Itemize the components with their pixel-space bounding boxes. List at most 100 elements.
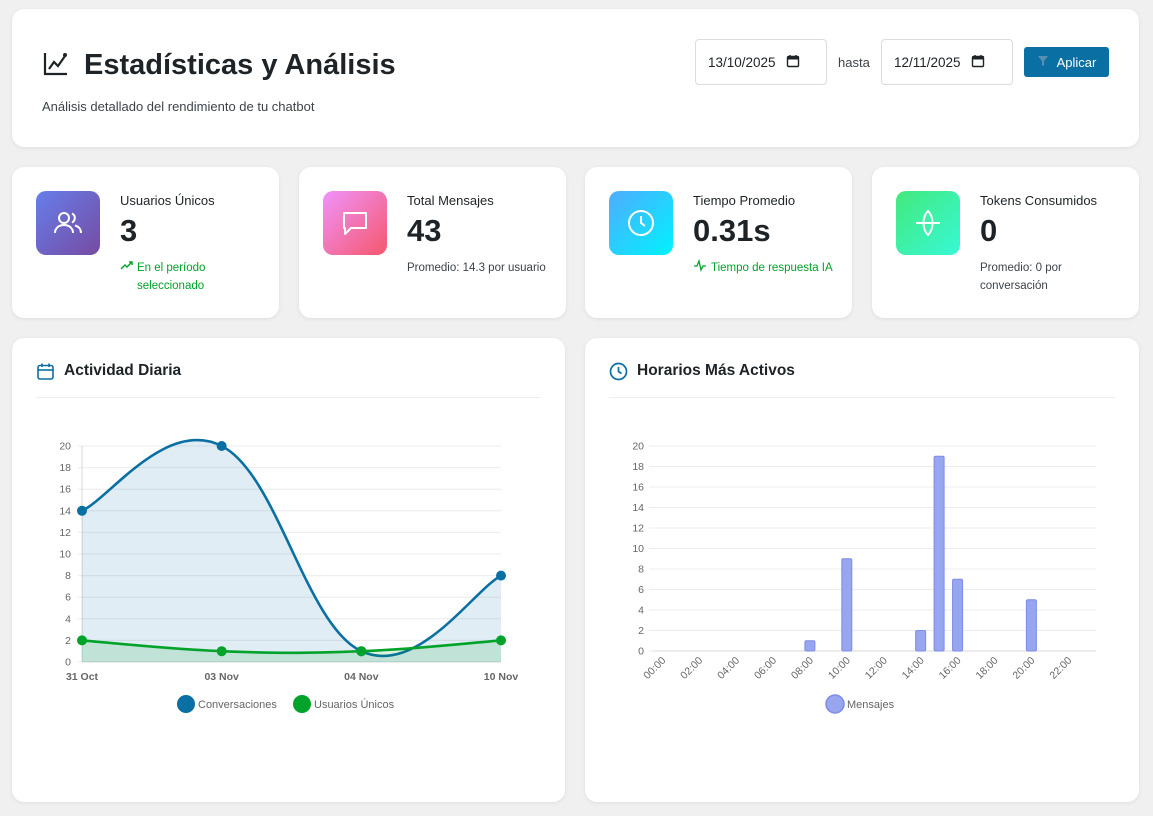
y-tick-label: 12 [59, 527, 71, 539]
y-tick-label: 4 [638, 605, 644, 617]
calendar-icon[interactable] [786, 54, 800, 71]
x-tick-label: 16:00 [937, 655, 964, 682]
page-subtitle: Análisis detallado del rendimiento de tu… [42, 99, 315, 114]
x-tick-label: 22:00 [1047, 655, 1074, 682]
x-tick-label: 03 Nov [204, 671, 239, 683]
y-tick-label: 4 [65, 613, 71, 625]
stat-label: Tiempo Promedio [693, 193, 796, 208]
x-tick-label: 10:00 [826, 655, 853, 682]
y-tick-label: 6 [65, 592, 71, 604]
x-tick-label: 10 Nov [484, 671, 519, 683]
stat-value: 43 [407, 213, 442, 248]
globe-icon [896, 191, 960, 255]
x-tick-label: 31 Oct [66, 671, 99, 683]
trend-up-icon [120, 259, 133, 295]
stat-note: Tiempo de respuesta IA [693, 258, 833, 278]
series-line [81, 639, 502, 655]
y-tick-label: 10 [59, 549, 71, 561]
data-point [216, 441, 227, 451]
apply-button[interactable]: Aplicar [1024, 47, 1109, 77]
stat-card-tokens: Tokens Consumidos 0 Promedio: 0 por conv… [872, 167, 1139, 318]
legend-label: Conversaciones [198, 699, 277, 711]
y-tick-label: 14 [59, 505, 71, 517]
bar [841, 558, 853, 652]
y-tick-label: 0 [65, 657, 71, 669]
calendar-icon[interactable] [971, 54, 985, 71]
y-tick-label: 10 [632, 543, 644, 555]
chart-line-icon [42, 49, 70, 82]
clock-icon [609, 362, 628, 386]
y-tick-label: 16 [59, 484, 71, 496]
bar [933, 455, 945, 652]
y-tick-label: 8 [638, 564, 644, 576]
filter-icon [1037, 55, 1049, 70]
y-tick-label: 20 [59, 441, 71, 453]
bar [915, 630, 927, 652]
y-tick-label: 0 [638, 646, 644, 658]
y-tick-label: 8 [65, 570, 71, 582]
date-to-value: 12/11/2025 [894, 54, 961, 70]
hours-bar-chart: 0 2 4 6 8 10 12 14 16 18 20 00:00 02:00 04:00 06:00 08:… [632, 441, 1096, 714]
activity-chart-title: Actividad Diaria [64, 362, 182, 379]
series-line [81, 438, 502, 658]
date-from-value: 13/10/2025 [708, 54, 776, 70]
x-tick-label: 04:00 [715, 655, 742, 682]
apply-button-label: Aplicar [1056, 54, 1097, 70]
data-point [77, 635, 87, 646]
activity-chart-card: Actividad Diaria 0 2 4 6 8 10 12 14 16 18 20 31 Oct… [12, 338, 565, 802]
users-icon [36, 191, 100, 255]
y-tick-label: 2 [65, 635, 71, 647]
x-tick-label: 02:00 [678, 655, 705, 682]
bar [952, 578, 964, 652]
hours-chart-title: Horarios Más Activos [637, 362, 795, 379]
calendar-icon [36, 362, 55, 386]
y-tick-label: 16 [632, 482, 644, 494]
x-tick-label: 08:00 [789, 655, 816, 682]
legend-marker [293, 695, 311, 713]
x-tick-label: 04 Nov [344, 671, 379, 683]
x-tick-label: 20:00 [1010, 655, 1037, 682]
legend-label: Mensajes [847, 699, 895, 711]
x-tick-label: 12:00 [863, 655, 890, 682]
bar [804, 640, 816, 652]
date-to-input[interactable]: 12/11/2025 [881, 39, 1013, 85]
stat-value: 3 [120, 213, 138, 248]
stat-note-text: Tiempo de respuesta IA [711, 262, 833, 274]
series-area [82, 640, 501, 662]
data-point [356, 646, 367, 657]
stat-card-time: Tiempo Promedio 0.31s Tiempo de respuest… [585, 167, 852, 318]
stat-label: Usuarios Únicos [120, 193, 215, 208]
page-header: Estadísticas y Análisis Análisis detalla… [12, 9, 1139, 147]
stat-label: Total Mensajes [407, 193, 494, 208]
x-tick-label: 00:00 [641, 655, 668, 682]
y-tick-label: 2 [638, 625, 644, 637]
legend-label: Usuarios Únicos [314, 698, 395, 711]
bar [1025, 599, 1037, 652]
clock-icon [609, 191, 673, 255]
x-tick-label: 18:00 [974, 655, 1001, 682]
y-tick-label: 12 [632, 523, 644, 535]
stat-label: Tokens Consumidos [980, 193, 1098, 208]
page-title: Estadísticas y Análisis [84, 49, 396, 81]
date-from-input[interactable]: 13/10/2025 [695, 39, 827, 85]
stat-value: 0.31s [693, 213, 771, 248]
stat-note: En el período seleccionado [120, 259, 260, 295]
y-tick-label: 18 [59, 462, 71, 474]
stat-note: Promedio: 0 por conversación [980, 262, 1062, 292]
activity-line-chart: 0 2 4 6 8 10 12 14 16 18 20 31 Oct 03 Nov 04 Nov 10 No… [59, 438, 519, 713]
stat-value: 0 [980, 213, 998, 248]
page-title-group: Estadísticas y Análisis [42, 49, 396, 82]
data-point [496, 635, 506, 646]
data-point [216, 646, 227, 657]
x-tick-label: 14:00 [900, 655, 927, 682]
y-tick-label: 14 [632, 502, 644, 514]
y-tick-label: 18 [632, 461, 644, 473]
y-tick-label: 6 [638, 584, 644, 596]
hasta-label: hasta [838, 55, 870, 70]
message-icon [323, 191, 387, 255]
data-point [496, 570, 506, 581]
legend-marker [177, 695, 195, 713]
activity-icon [693, 258, 707, 278]
data-point [77, 505, 87, 516]
y-tick-label: 20 [632, 441, 644, 453]
